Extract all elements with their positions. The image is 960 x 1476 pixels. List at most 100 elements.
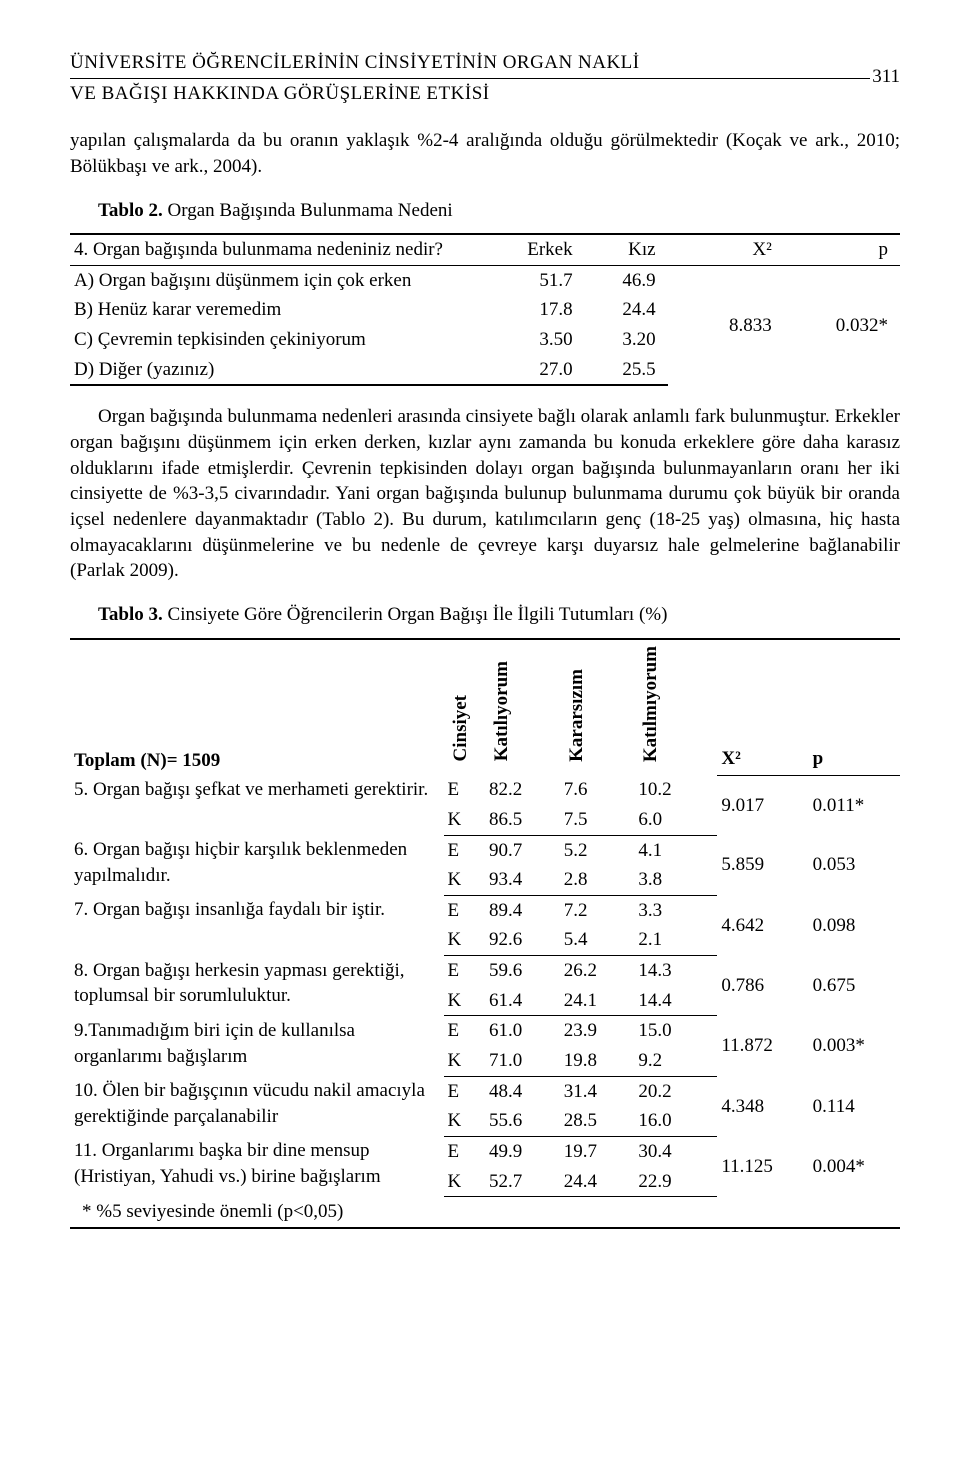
paragraph-discussion: Organ bağışında bulunmama nedenleri aras… [70,404,900,583]
t3-p: 0.053 [809,835,900,895]
table3-hdr-katilmiyorum: Katılmıyorum [638,642,664,766]
t3-p: 0.004* [809,1136,900,1196]
table2-hdr-x2: X² [668,234,784,265]
table3-header-rot-row: Toplam (N)= 1509 Cinsiyet Katılıyorum Ka… [70,639,900,744]
t3-p: 0.003* [809,1016,900,1076]
t3-gender-k: K [444,1167,486,1197]
table2-question: 4. Organ bağışında bulunmama nedeniniz n… [70,234,502,265]
table2-row-k: 24.4 [585,295,668,325]
table2-caption-text: Organ Bağışında Bulunmama Nedeni [163,200,453,221]
table2-caption: Tablo 2. Organ Bağışında Bulunmama Neden… [70,198,900,224]
table-row: 10. Ölen bir bağışçının vücudu nakil ama… [70,1076,900,1106]
table2-header-row: 4. Organ bağışında bulunmama nedeniniz n… [70,234,900,265]
t3-p: 0.114 [809,1076,900,1136]
paragraph-intro: yapılan çalışmalarda da bu oranın yaklaş… [70,128,900,179]
t3-gender-e: E [444,775,486,805]
t3-gender-e: E [444,956,486,986]
t3-item-label: 6. Organ bağışı hiçbir karşılık beklenme… [70,835,444,895]
table3-footnote-row: * %5 seviyesinde önemli (p<0,05) [70,1197,900,1228]
table-row: 9.Tanımadığım biri için de kullanılsa or… [70,1016,900,1046]
t3-val: 30.4 [634,1136,717,1166]
table2-row-label: B) Henüz karar veremedim [70,295,502,325]
title-line-2: VE BAĞIŞI HAKKINDA GÖRÜŞLERİNE ETKİSİ [70,81,860,107]
t3-val: 55.6 [485,1106,560,1136]
t3-gender-e: E [444,835,486,865]
t3-val: 24.1 [560,986,635,1016]
t3-val: 59.6 [485,956,560,986]
t3-gender-e: E [444,895,486,925]
table2-hdr-kiz: Kız [585,234,668,265]
table3-hdr-x2: X² [717,744,808,776]
t3-x2: 0.786 [717,956,808,1016]
title-line-1: ÜNİVERSİTE ÖĞRENCİLERİNİN CİNSİYETİNİN O… [70,50,870,79]
t3-val: 7.6 [560,775,635,805]
t3-val: 2.8 [560,865,635,895]
t3-val: 61.4 [485,986,560,1016]
t3-val: 61.0 [485,1016,560,1046]
table2-row-k: 46.9 [585,265,668,295]
t3-gender-k: K [444,986,486,1016]
t3-val: 5.4 [560,925,635,955]
table-row: 7. Organ bağışı insanlığa faydalı bir iş… [70,895,900,925]
table2-row-e: 17.8 [502,295,585,325]
t3-val: 28.5 [560,1106,635,1136]
t3-val: 14.4 [634,986,717,1016]
table2-p: 0.032* [784,265,900,385]
t3-val: 6.0 [634,805,717,835]
t3-val: 31.4 [560,1076,635,1106]
running-title: ÜNİVERSİTE ÖĞRENCİLERİNİN CİNSİYETİNİN O… [70,50,860,106]
t3-val: 24.4 [560,1167,635,1197]
table3-total: Toplam (N)= 1509 [70,639,444,776]
table2-row-k: 25.5 [585,355,668,386]
t3-val: 15.0 [634,1016,717,1046]
t3-val: 86.5 [485,805,560,835]
t3-p: 0.011* [809,775,900,835]
table3-caption: Tablo 3. Cinsiyete Göre Öğrencilerin Org… [70,602,900,628]
page-number: 311 [860,50,900,90]
t3-x2: 11.872 [717,1016,808,1076]
t3-item-label: 10. Ölen bir bağışçının vücudu nakil ama… [70,1076,444,1136]
t3-gender-e: E [444,1016,486,1046]
t3-gender-e: E [444,1076,486,1106]
t3-val: 9.2 [634,1046,717,1076]
table3-hdr-cinsiyet: Cinsiyet [448,691,474,766]
table-row: A) Organ bağışını düşünmem için çok erke… [70,265,900,295]
t3-x2: 4.642 [717,895,808,955]
t3-val: 10.2 [634,775,717,805]
t3-p: 0.098 [809,895,900,955]
t3-gender-k: K [444,1106,486,1136]
t3-item-label: 11. Organlarımı başka bir dine mensup (H… [70,1136,444,1196]
table-row: 11. Organlarımı başka bir dine mensup (H… [70,1136,900,1166]
t3-x2: 5.859 [717,835,808,895]
t3-val: 19.8 [560,1046,635,1076]
t3-val: 26.2 [560,956,635,986]
t3-val: 14.3 [634,956,717,986]
t3-gender-e: E [444,1136,486,1166]
t3-val: 82.2 [485,775,560,805]
table3-hdr-katiliyorum: Katılıyorum [489,657,515,765]
table-row: 6. Organ bağışı hiçbir karşılık beklenme… [70,835,900,865]
table2-hdr-p: p [784,234,900,265]
table2-row-e: 3.50 [502,325,585,355]
t3-val: 52.7 [485,1167,560,1197]
running-header: ÜNİVERSİTE ÖĞRENCİLERİNİN CİNSİYETİNİN O… [70,50,900,106]
table2-row-k: 3.20 [585,325,668,355]
table2-row-e: 27.0 [502,355,585,386]
t3-val: 22.9 [634,1167,717,1197]
t3-val: 93.4 [485,865,560,895]
t3-val: 16.0 [634,1106,717,1136]
t3-val: 23.9 [560,1016,635,1046]
table3-caption-text: Cinsiyete Göre Öğrencilerin Organ Bağışı… [163,604,668,625]
t3-item-label: 7. Organ bağışı insanlığa faydalı bir iş… [70,895,444,955]
t3-x2: 9.017 [717,775,808,835]
t3-val: 49.9 [485,1136,560,1166]
t3-val: 48.4 [485,1076,560,1106]
table2-row-e: 51.7 [502,265,585,295]
t3-x2: 11.125 [717,1136,808,1196]
t3-item-label: 8. Organ bağışı herkesin yapması gerekti… [70,956,444,1016]
t3-val: 89.4 [485,895,560,925]
t3-item-label: 5. Organ bağışı şefkat ve merhameti gere… [70,775,444,835]
table-row: 8. Organ bağışı herkesin yapması gerekti… [70,956,900,986]
table3-hdr-kararsizim: Kararsızım [564,665,590,766]
t3-val: 92.6 [485,925,560,955]
